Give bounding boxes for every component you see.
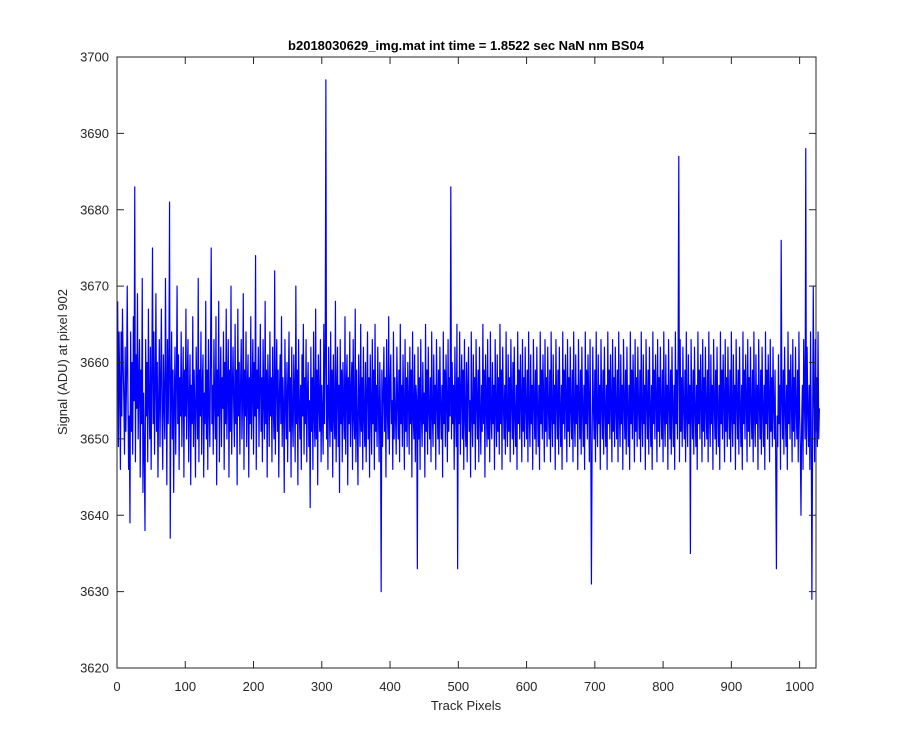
y-tick-label: 3640 (80, 508, 109, 523)
y-tick-label: 3670 (80, 279, 109, 294)
x-tick-label: 100 (174, 679, 196, 694)
y-tick-label: 3700 (80, 50, 109, 65)
y-axis: 3620 3630 3640 3650 3660 3670 3680 3690 3700 (80, 50, 816, 676)
x-axis: 0 100 200 300 400 500 600 700 800 900 1000 (113, 57, 814, 694)
y-tick-label: 3620 (80, 661, 109, 676)
x-tick-label: 400 (379, 679, 401, 694)
y-tick-label: 3660 (80, 355, 109, 370)
y-tick-label: 3690 (80, 126, 109, 141)
chart-title: b2018030629_img.mat int time = 1.8522 se… (288, 38, 645, 53)
y-axis-label: Signal (ADU) at pixel 902 (55, 289, 70, 435)
series-line (117, 79, 821, 600)
x-tick-label: 800 (652, 679, 674, 694)
y-tick-label: 3680 (80, 202, 109, 217)
y-tick-label: 3650 (80, 431, 109, 446)
x-tick-label: 1000 (785, 679, 814, 694)
x-tick-label: 200 (243, 679, 265, 694)
x-axis-label: Track Pixels (431, 698, 502, 713)
x-tick-label: 900 (721, 679, 743, 694)
x-tick-label: 0 (113, 679, 120, 694)
x-tick-label: 300 (311, 679, 333, 694)
series-layer (117, 79, 821, 600)
x-tick-label: 700 (584, 679, 606, 694)
y-tick-label: 3630 (80, 584, 109, 599)
x-tick-label: 500 (447, 679, 469, 694)
plot-area (116, 56, 821, 669)
x-tick-label: 600 (516, 679, 538, 694)
